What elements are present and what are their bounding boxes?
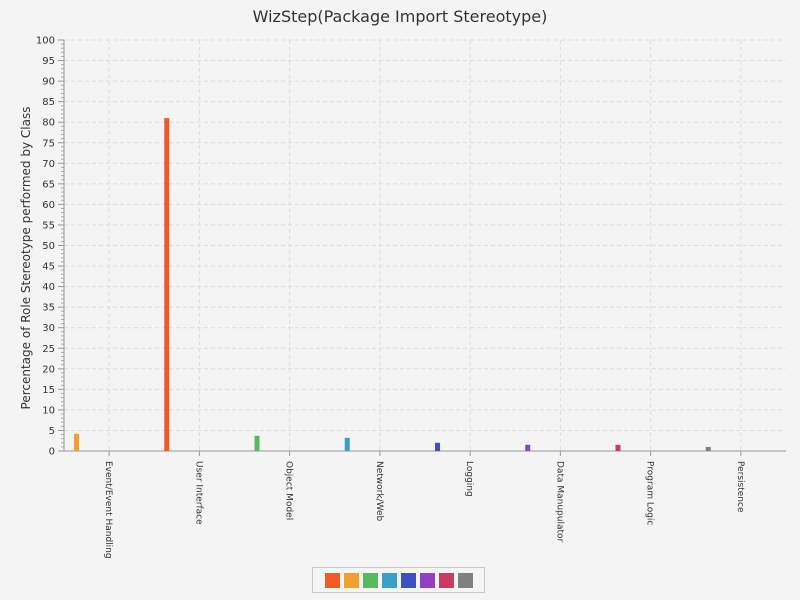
y-tick-label: 65 — [42, 179, 55, 190]
x-axis: Event/Event Handling User Interface Object… — [64, 450, 786, 559]
bar — [435, 442, 440, 451]
y-axis: 0 5 10 15 20 25 30 35 40 45 50 55 60 65 70 75 80 85 90 95 10… — [36, 36, 65, 458]
y-tick-label: 55 — [42, 220, 55, 231]
bar — [254, 435, 260, 451]
y-tick-label: 45 — [42, 262, 55, 273]
y-tick-label: 10 — [42, 405, 55, 416]
y-tick-label: 5 — [49, 426, 55, 437]
x-tick-label: Network/Web — [374, 461, 384, 522]
y-tick-label: 80 — [42, 118, 55, 129]
y-tick-label: 50 — [42, 241, 55, 252]
bar — [705, 446, 711, 451]
bar — [74, 433, 79, 451]
y-tick-label: 30 — [42, 323, 55, 334]
y-tick-label: 70 — [42, 159, 55, 170]
y-tick-label: 0 — [49, 447, 55, 458]
legend — [312, 567, 485, 593]
x-tick-label: Event/Event Handling — [103, 461, 113, 559]
x-tick-label: Persistence — [735, 461, 745, 513]
legend-swatch — [438, 572, 454, 588]
y-tick-label: 95 — [42, 56, 55, 67]
y-tick-label: 90 — [42, 77, 55, 88]
chart-title: WizStep(Package Import Stereotype) — [252, 7, 548, 26]
bar — [344, 437, 350, 451]
legend-swatch — [324, 572, 340, 588]
y-tick-label: 35 — [42, 303, 55, 314]
grid-lines — [64, 39, 786, 451]
y-tick-label: 25 — [42, 344, 55, 355]
bar — [525, 444, 531, 451]
x-tick-label: Data Manupulator — [554, 461, 564, 543]
bar — [164, 118, 170, 451]
bars — [74, 118, 711, 451]
x-tick-label: Program Logic — [645, 461, 655, 525]
legend-swatch — [343, 572, 359, 588]
x-tick-label: Logging — [464, 461, 474, 497]
y-tick-label: 85 — [42, 97, 55, 108]
bar — [615, 444, 621, 451]
y-tick-label: 20 — [42, 364, 55, 375]
legend-swatch — [419, 572, 435, 588]
legend-swatch — [381, 572, 397, 588]
legend-swatch — [400, 572, 416, 588]
y-tick-label: 75 — [42, 138, 55, 149]
y-tick-label: 60 — [42, 200, 55, 211]
legend-swatch — [362, 572, 378, 588]
x-tick-label: User Interface — [193, 461, 203, 525]
y-tick-label: 15 — [42, 385, 55, 396]
legend-swatch — [457, 572, 473, 588]
y-tick-label: 100 — [36, 36, 55, 47]
x-tick-label: Object Model — [284, 461, 294, 520]
y-tick-label: 40 — [42, 282, 55, 293]
